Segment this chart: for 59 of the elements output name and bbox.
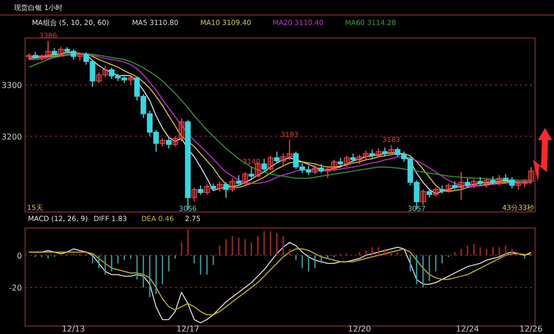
x-tick-label: 12/13 [62,324,85,334]
candlestick [223,182,229,198]
candlestick [280,153,286,168]
candlestick [166,136,172,150]
candlestick [102,65,108,78]
candlestick [172,136,178,147]
y-tick-label: 0 [16,251,22,260]
candlestick [248,166,254,179]
y-tick-label: 3200 [2,132,22,142]
candlestick [484,178,490,188]
candlestick [318,163,324,174]
candlestick [420,188,426,206]
candlestick [45,40,51,58]
candlestick [261,158,267,173]
candlestick [528,166,534,184]
candlestick [178,118,184,142]
candlestick [464,178,470,188]
candlestick [324,166,330,179]
candlestick [77,52,83,62]
candlestick [58,46,64,57]
candlestick [458,172,464,200]
candlestick [376,148,382,158]
candlestick [356,154,362,164]
x-tick-label: 12/17 [176,324,200,334]
candlestick [230,178,236,192]
candlestick [191,186,197,202]
candlestick [344,155,350,168]
candlestick [160,138,166,147]
candlestick [286,139,292,160]
candlestick [522,178,528,188]
candlestick [96,72,102,84]
candlestick [432,186,438,198]
candlestick [242,172,248,185]
candlestick [388,144,394,156]
y-tick-label: -20 [8,283,22,292]
line-series [28,248,532,316]
x-tick-label: 12/26 [519,324,543,334]
candlestick [331,159,337,172]
candlestick [204,184,210,196]
candlestick [26,52,32,60]
candlestick [216,180,222,192]
candlestick [363,150,369,160]
y-tick-label: 3300 [2,81,22,90]
candlestick [312,164,318,175]
candlestick [471,178,477,189]
candlestick [516,180,522,190]
candlestick [198,184,204,196]
candlestick [274,151,280,164]
candlestick [268,155,274,171]
candlestick [236,174,242,186]
candlestick [426,188,432,198]
candlestick [496,174,502,186]
candlestick [382,147,388,158]
candlestick [128,75,134,86]
x-tick-label: 12/24 [456,324,480,334]
candlestick [446,182,452,194]
candlestick [369,149,375,160]
candlestick [38,54,44,62]
x-tick-label: 12/20 [348,324,371,334]
